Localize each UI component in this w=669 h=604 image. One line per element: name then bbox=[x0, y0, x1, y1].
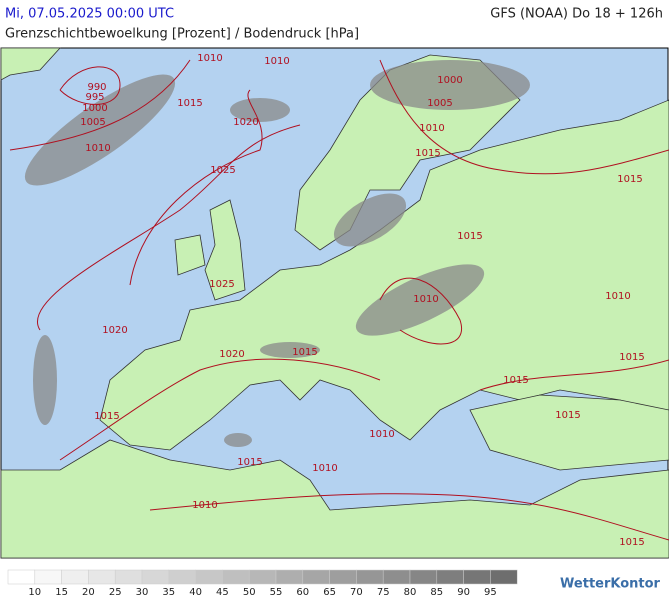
cloud bbox=[224, 433, 252, 447]
legend-label: 55 bbox=[270, 587, 283, 598]
model-run: GFS (NOAA) Do 18 + 126h bbox=[490, 7, 663, 22]
isobar-label: 1015 bbox=[415, 148, 440, 159]
legend-swatch bbox=[7, 569, 36, 585]
isobar-label: 1015 bbox=[619, 537, 644, 548]
isobar-label: 1025 bbox=[209, 279, 234, 290]
isobar-label: 1015 bbox=[292, 347, 317, 358]
legend-label: 25 bbox=[109, 587, 122, 598]
isobar-label: 1015 bbox=[237, 457, 262, 468]
isobar-label: 1015 bbox=[94, 411, 119, 422]
isobar-label: 995 bbox=[85, 92, 104, 103]
isobar-label: 1010 bbox=[85, 143, 110, 154]
legend-swatch bbox=[436, 569, 464, 585]
legend-label: 85 bbox=[430, 587, 443, 598]
isobar bbox=[37, 124, 301, 331]
greenland bbox=[0, 47, 61, 81]
isobar-label: 1015 bbox=[177, 98, 202, 109]
isobar bbox=[379, 277, 463, 345]
isobar-label: 1010 bbox=[605, 291, 630, 302]
legend-label: 65 bbox=[323, 587, 336, 598]
legend: 10 15 20 25 30 35 40 45 50 55 60 65 70 75 80 85 90 95 bbox=[7, 569, 518, 598]
turkey bbox=[469, 394, 669, 471]
legend-label: 90 bbox=[457, 587, 470, 598]
legend-label: 10 bbox=[28, 587, 41, 598]
legend-swatch bbox=[409, 569, 438, 585]
legend-swatch bbox=[61, 569, 89, 585]
isobar-label: 1015 bbox=[555, 410, 580, 421]
legend-swatch bbox=[275, 569, 304, 585]
cloud bbox=[260, 342, 320, 358]
isobar-label: 1010 bbox=[312, 463, 337, 474]
legend-label: 70 bbox=[350, 587, 363, 598]
isobar-label: 990 bbox=[87, 82, 106, 93]
legend-swatch bbox=[302, 569, 330, 585]
legend-label: 20 bbox=[82, 587, 95, 598]
legend-swatch bbox=[195, 569, 223, 585]
isobar-label: 1010 bbox=[192, 500, 217, 511]
isobar-label: 1005 bbox=[427, 98, 452, 109]
legend-swatch bbox=[329, 569, 357, 585]
isobar-label: 1020 bbox=[102, 325, 127, 336]
britain bbox=[204, 199, 246, 301]
isobar-label: 1000 bbox=[82, 103, 107, 114]
subtitle: Grenzschichtbewoelkung [Prozent] / Boden… bbox=[5, 27, 359, 42]
cloud bbox=[333, 193, 407, 247]
isobar-label: 1010 bbox=[419, 123, 444, 134]
legend-swatch bbox=[114, 569, 143, 585]
isobar-label: 1015 bbox=[619, 352, 644, 363]
cloud bbox=[33, 335, 57, 425]
legend-swatch bbox=[222, 569, 250, 585]
legend-label: 75 bbox=[377, 587, 390, 598]
legend-swatch bbox=[141, 569, 170, 585]
legend-label: 30 bbox=[136, 587, 149, 598]
legend-swatch bbox=[463, 569, 491, 585]
cloud bbox=[355, 264, 485, 336]
map bbox=[0, 47, 669, 559]
legend-label: 60 bbox=[296, 587, 309, 598]
legend-swatch bbox=[168, 569, 196, 585]
legend-label: 80 bbox=[404, 587, 417, 598]
legend-swatch bbox=[490, 569, 518, 585]
isobar-label: 1010 bbox=[264, 56, 289, 67]
isobar bbox=[479, 359, 669, 391]
legend-swatch bbox=[34, 569, 62, 585]
legend-swatch bbox=[382, 569, 411, 585]
datetime: Mi, 07.05.2025 00:00 UTC bbox=[5, 7, 174, 22]
legend-label: 45 bbox=[216, 587, 229, 598]
isobar-label: 1010 bbox=[369, 429, 394, 440]
legend-label: 15 bbox=[55, 587, 68, 598]
isobar-label: 1015 bbox=[457, 231, 482, 242]
logo: WetterKontor bbox=[560, 577, 661, 592]
isobar-label: 1020 bbox=[233, 117, 258, 128]
legend-label: 40 bbox=[189, 587, 202, 598]
cloud bbox=[230, 98, 290, 122]
ireland bbox=[174, 234, 206, 276]
legend-label: 50 bbox=[243, 587, 256, 598]
isobar bbox=[9, 59, 191, 151]
isobar-label: 1010 bbox=[197, 53, 222, 64]
isobar bbox=[59, 66, 121, 105]
cloud bbox=[370, 60, 530, 110]
legend-label: 35 bbox=[162, 587, 175, 598]
isobar bbox=[59, 358, 381, 461]
isobar-label: 1025 bbox=[210, 165, 235, 176]
legend-label: 95 bbox=[484, 587, 497, 598]
isobar bbox=[379, 59, 669, 175]
africa bbox=[0, 439, 669, 559]
isobar-label: 1015 bbox=[617, 174, 642, 185]
isobar-label: 1000 bbox=[437, 75, 462, 86]
isobar-label: 1020 bbox=[219, 349, 244, 360]
legend-swatch bbox=[248, 569, 277, 585]
isobar bbox=[129, 89, 263, 286]
legend-swatch bbox=[88, 569, 116, 585]
isobar bbox=[149, 493, 669, 541]
isobar-label: 1005 bbox=[80, 117, 105, 128]
cloud bbox=[24, 74, 176, 186]
isobar-label: 1010 bbox=[413, 294, 438, 305]
legend-swatch bbox=[356, 569, 384, 585]
isobar-label: 1015 bbox=[503, 375, 528, 386]
